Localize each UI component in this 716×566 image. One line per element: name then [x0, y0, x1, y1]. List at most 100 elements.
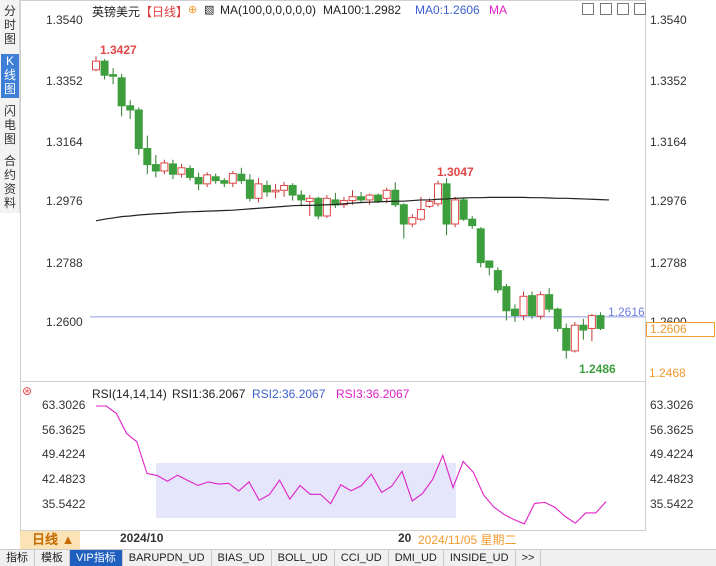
- tab-vip-indicators[interactable]: VIP指标: [70, 550, 123, 566]
- crosshair-icon[interactable]: [582, 3, 594, 15]
- price-tick-left: 1.3540: [46, 13, 83, 27]
- ma100-value: MA100:1.2982: [323, 3, 402, 17]
- window-icon[interactable]: [634, 3, 646, 15]
- tab-indicators[interactable]: 指标: [0, 550, 35, 566]
- indicator-tab-bar: 指标 模板 VIP指标 BARUPDN_UD BIAS_UD BOLL_UD C…: [0, 549, 716, 566]
- ma-params: MA(100,0,0,0,0,0): [220, 3, 317, 17]
- ma-tail: MA: [489, 3, 507, 17]
- candle-body: [493, 270, 502, 291]
- cursor-date: 2024/11/05 星期二: [418, 531, 517, 548]
- candle-body: [459, 199, 468, 220]
- instrument-name: 英镑美元: [92, 5, 141, 19]
- rsi-tick-left: 49.4224: [42, 447, 86, 461]
- candle-body: [143, 148, 152, 166]
- line-price-label: 1.2616: [608, 305, 645, 319]
- fullscreen-icon[interactable]: [600, 3, 612, 15]
- candle-body: [100, 60, 109, 76]
- candle-body: [587, 315, 596, 329]
- candle-body: [211, 176, 220, 182]
- candle-body: [245, 179, 254, 199]
- candle-body: [391, 189, 400, 206]
- high-annotation: 1.3427: [100, 43, 137, 57]
- candle-body: [263, 184, 271, 193]
- price-tick-left: 1.3164: [46, 135, 83, 149]
- candle-body: [510, 308, 519, 317]
- candle-body: [160, 162, 169, 172]
- candle-body: [126, 105, 135, 111]
- candle-body: [228, 173, 237, 184]
- price-tick-left: 1.2600: [46, 315, 83, 329]
- rsi-tick-left: 56.3625: [42, 423, 86, 437]
- candle-body: [134, 109, 143, 150]
- rsi1-value: RSI1:36.2067: [172, 387, 246, 401]
- candle-body: [425, 201, 434, 207]
- more-tabs-button[interactable]: >>: [516, 550, 542, 566]
- rsi-tick-left: 63.3026: [42, 398, 86, 412]
- candle-body: [468, 218, 477, 227]
- period-selector[interactable]: 日线 ▲: [20, 531, 80, 549]
- tab-timeshare[interactable]: 分时图: [3, 4, 16, 46]
- candle-body: [545, 294, 554, 310]
- candle-body: [177, 167, 186, 175]
- candle-body: [528, 295, 537, 317]
- candle-body: [485, 260, 494, 268]
- candle-body: [331, 199, 340, 206]
- rsi-settings-icon[interactable]: ⊛: [22, 384, 33, 398]
- candle-body: [254, 183, 263, 199]
- tab-templates[interactable]: 模板: [35, 550, 70, 566]
- candle-body: [186, 167, 195, 178]
- candle-body: [451, 199, 460, 225]
- rsi2-value: RSI2:36.2067: [252, 387, 326, 401]
- candle-body: [92, 60, 100, 71]
- candle-body: [570, 324, 579, 352]
- candle-body: [297, 194, 306, 201]
- tab-contract-info[interactable]: 合约资料: [3, 154, 16, 210]
- price-tick-left: 1.3352: [46, 74, 83, 88]
- settings-icon[interactable]: ⊕: [188, 4, 198, 16]
- tab-dmi[interactable]: DMI_UD: [389, 550, 444, 566]
- candle-body: [442, 183, 451, 225]
- tab-inside[interactable]: INSIDE_UD: [444, 550, 516, 566]
- period-tag[interactable]: 【日线】: [140, 5, 189, 19]
- candle-body: [536, 294, 545, 317]
- price-panel-border: [20, 0, 646, 382]
- tab-barupdn[interactable]: BARUPDN_UD: [123, 550, 212, 566]
- candle-body: [579, 324, 588, 331]
- date-axis-label: 2024/10: [120, 531, 164, 545]
- grid-icon[interactable]: [617, 3, 629, 15]
- candle-body: [271, 189, 280, 193]
- candle-body: [117, 77, 126, 107]
- rsi-tick-right: 63.3026: [650, 398, 694, 412]
- low-price-box: 1.2468: [646, 367, 715, 382]
- candle-body: [288, 184, 297, 196]
- candle-body: [416, 209, 425, 220]
- rsi-tick-right: 35.5422: [650, 497, 694, 511]
- candle-body: [339, 200, 348, 206]
- candle-body: [305, 197, 314, 203]
- candle-body: [553, 308, 562, 329]
- ma-toggle-icon[interactable]: ▧: [204, 4, 215, 16]
- rsi-title: RSI(14,14,14): [92, 387, 167, 401]
- candle-body: [596, 315, 605, 329]
- price-tick-left: 1.2976: [46, 194, 83, 208]
- tab-boll[interactable]: BOLL_UD: [272, 550, 335, 566]
- tab-bias[interactable]: BIAS_UD: [212, 550, 272, 566]
- candle-body: [220, 180, 229, 184]
- high-annotation: 1.3047: [437, 165, 474, 179]
- candle-body: [203, 174, 212, 185]
- price-tick-left: 1.2788: [46, 256, 83, 270]
- candle-body: [399, 204, 408, 225]
- price-tick-right: 1.3164: [650, 135, 687, 149]
- price-tick-right: 1.2976: [650, 194, 687, 208]
- price-tick-right: 1.2788: [650, 256, 687, 270]
- candle-body: [365, 194, 374, 201]
- candle-body: [322, 197, 331, 217]
- tab-cci[interactable]: CCI_UD: [335, 550, 389, 566]
- tab-flash[interactable]: 闪电图: [3, 104, 16, 146]
- tab-kline[interactable]: K线图: [1, 54, 19, 98]
- rsi-tick-right: 42.4823: [650, 472, 694, 486]
- candle-body: [502, 286, 511, 312]
- candle-body: [168, 163, 177, 175]
